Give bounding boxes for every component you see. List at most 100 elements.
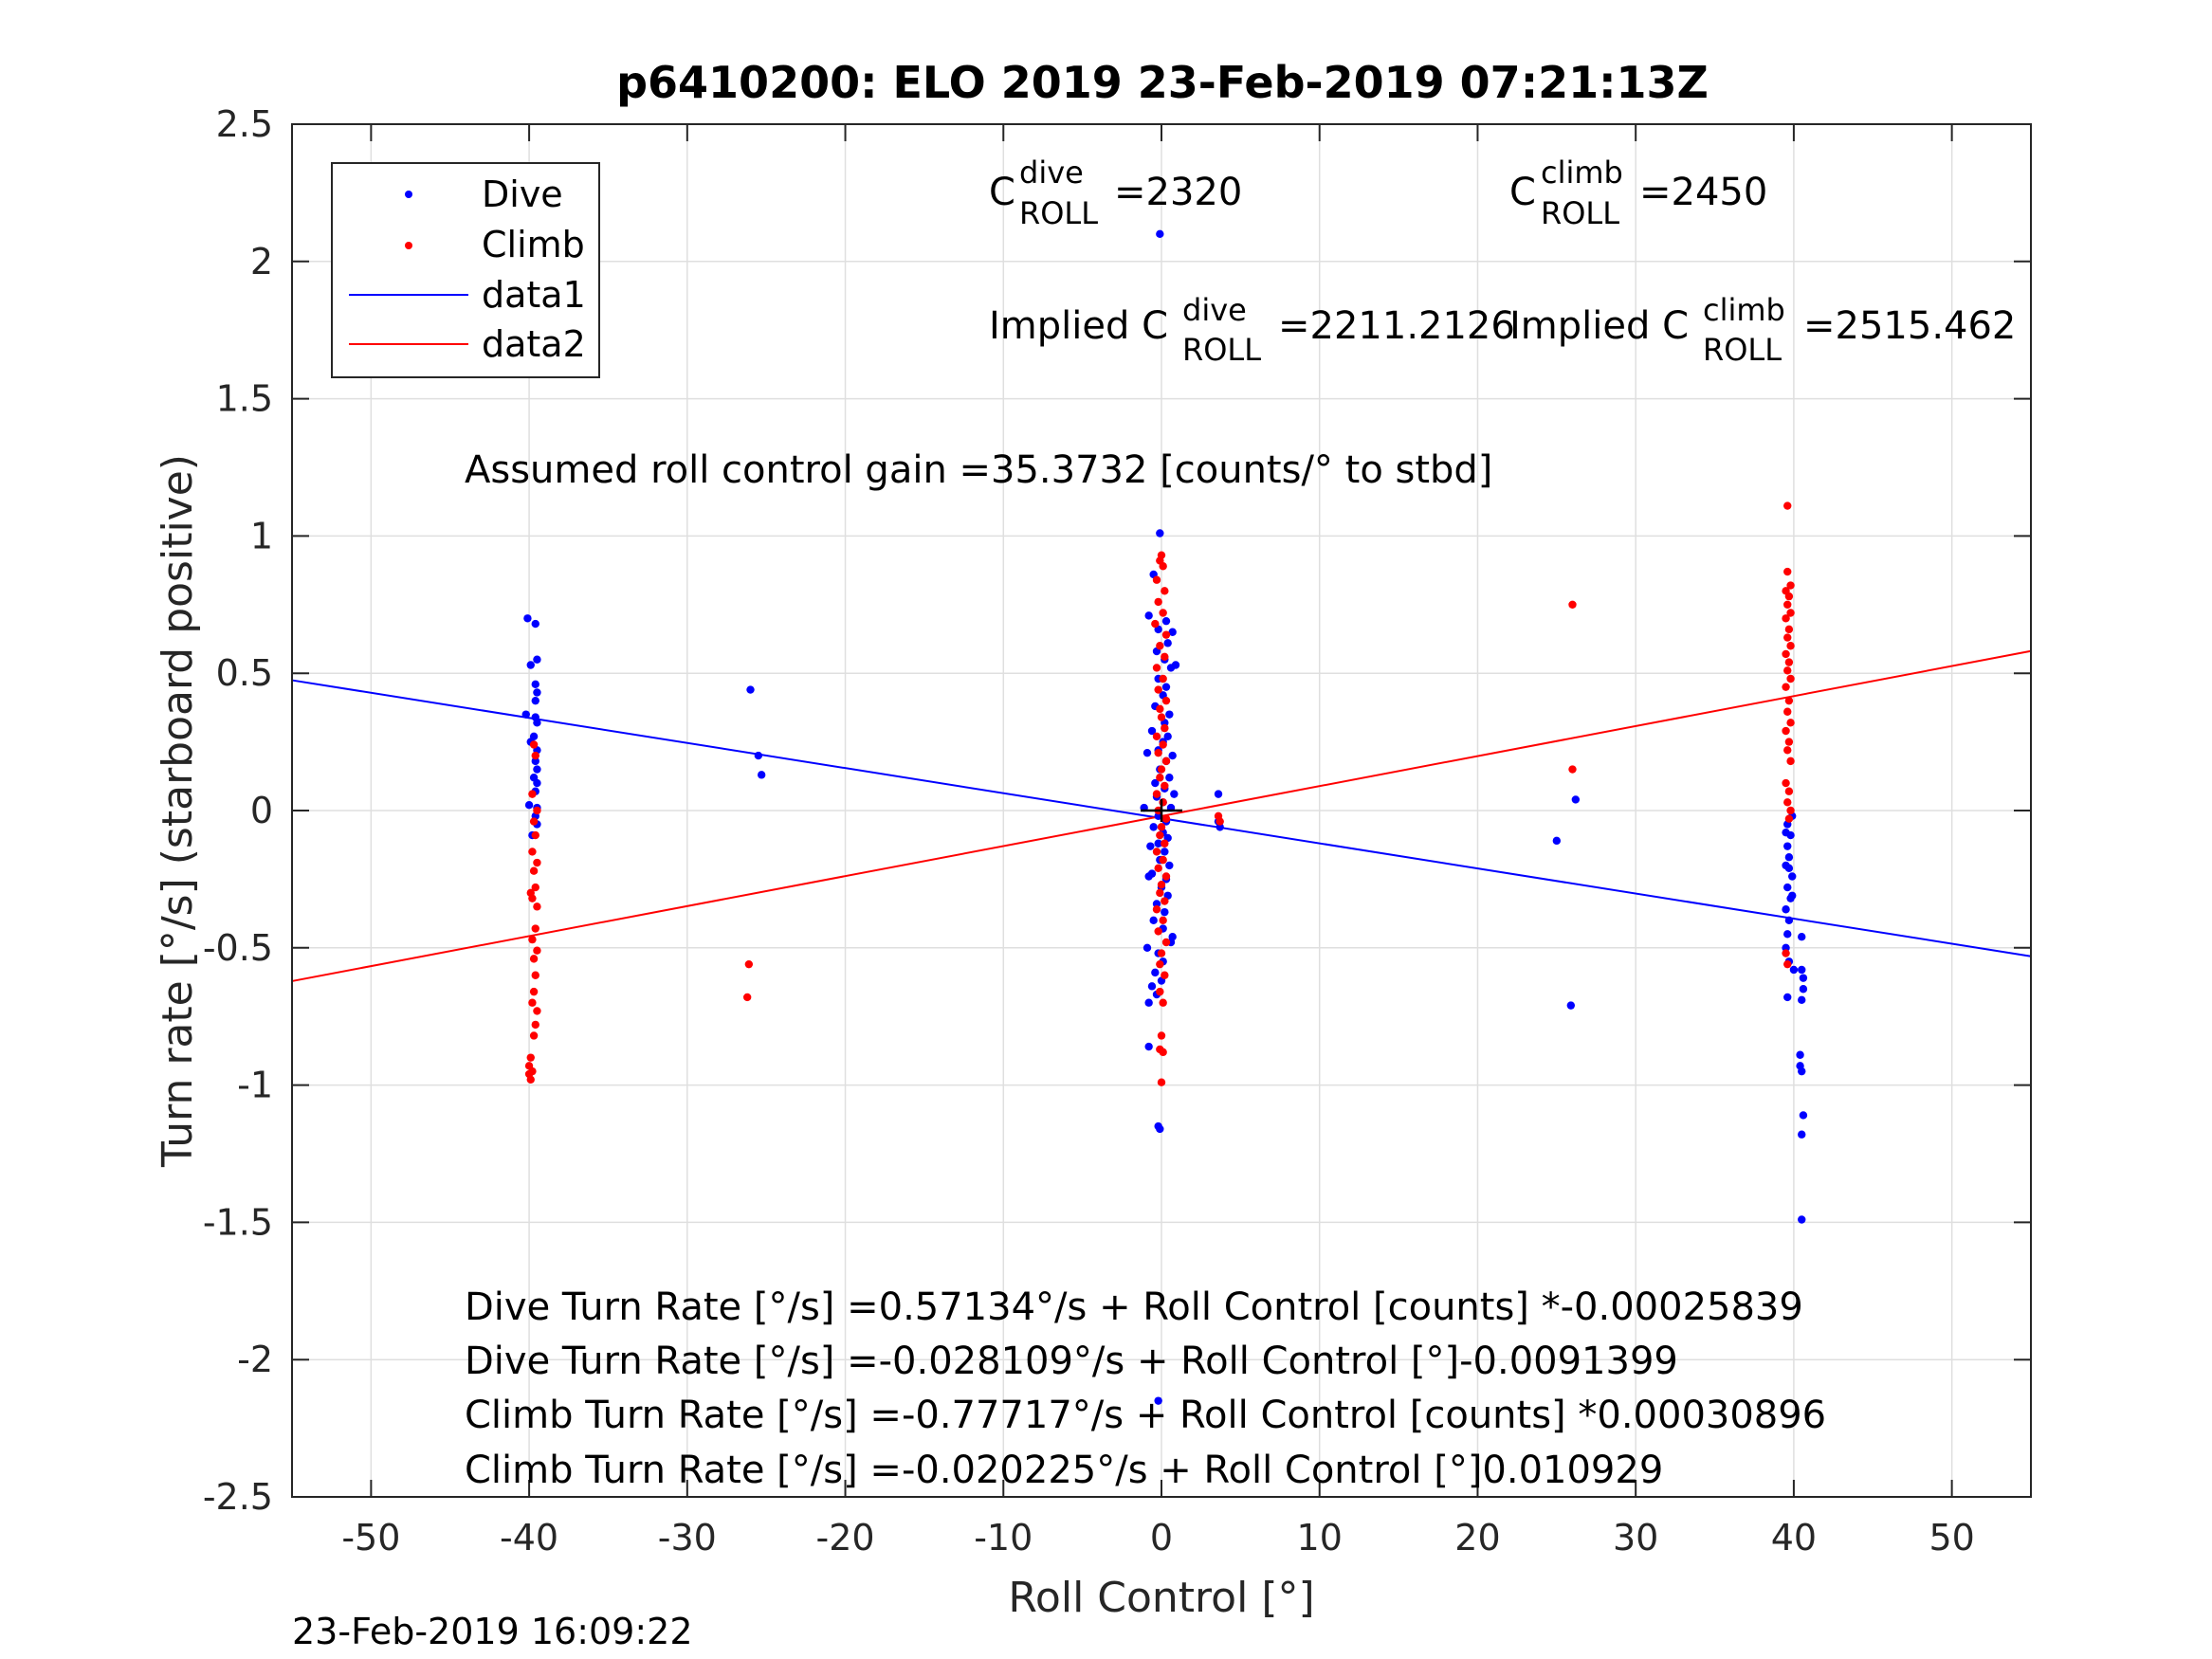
climb-point (1783, 666, 1792, 675)
dive-point (1165, 774, 1174, 782)
x-tick-label: -50 (341, 1517, 400, 1559)
climb-point (1152, 790, 1161, 798)
climb-point (1161, 839, 1169, 848)
implied-climb-sup: climb (1703, 292, 1785, 328)
dive-point (1147, 726, 1157, 736)
climb-point (529, 955, 539, 963)
climb-point (1782, 649, 1790, 659)
dive-point (533, 765, 541, 774)
c-roll-climb-annotation: C climb ROLL =2450 (1509, 155, 1767, 231)
climb-point (526, 888, 535, 898)
climb-point (1783, 798, 1792, 807)
center-marker (1141, 799, 1182, 822)
climb-point (533, 946, 541, 955)
implied-dive-annotation: Implied C dive ROLL =2211.2126 (989, 292, 1515, 368)
climb-point (528, 998, 537, 1007)
x-tick-label: 40 (1771, 1517, 1817, 1559)
y-tick-label: -1 (237, 1065, 273, 1106)
dive-point (533, 655, 541, 664)
c-climb-sup: climb (1541, 155, 1623, 191)
climb-point (1159, 798, 1167, 807)
dive-point (1156, 1124, 1164, 1134)
dive-point (1163, 639, 1172, 647)
climb-point (1784, 625, 1794, 634)
legend: Dive Climb data1 data2 (331, 162, 600, 378)
climb-point (1159, 740, 1167, 749)
climb-point (1784, 738, 1794, 746)
dive-point (1571, 795, 1581, 804)
dive-point (1161, 683, 1171, 691)
dive-point (1165, 710, 1174, 719)
climb-point (1157, 823, 1166, 831)
climb-point (528, 790, 537, 798)
climb-point (529, 987, 539, 996)
climb-point (1161, 814, 1171, 823)
dive-point (1798, 965, 1806, 975)
dive-point (1144, 872, 1153, 881)
legend-data2-label: data2 (482, 323, 586, 365)
climb-point (742, 993, 752, 1002)
climb-point (1784, 787, 1794, 795)
climb-point (1161, 652, 1169, 662)
y-tick-label: -1.5 (203, 1201, 273, 1243)
climb-point (531, 924, 539, 933)
dive-point (1143, 748, 1152, 757)
dive-point (531, 619, 539, 629)
x-tick-label: -20 (816, 1517, 875, 1559)
dive-point (1149, 916, 1158, 925)
climb-point (1216, 817, 1224, 826)
dive-point (1161, 907, 1169, 917)
climb-point (1786, 719, 1795, 727)
climb-point (1154, 748, 1162, 757)
climb-point (1161, 938, 1171, 947)
x-axis-label: Roll Control [°] (1008, 1574, 1314, 1622)
implied-climb-sub: ROLL (1703, 332, 1782, 368)
climb-point (1161, 897, 1169, 905)
dive-point (1784, 916, 1794, 925)
climb-point (1568, 600, 1577, 609)
dive-point (1147, 982, 1157, 991)
climb-point (1152, 575, 1161, 584)
x-tick-label: 30 (1613, 1517, 1658, 1559)
y-tick-label: -0.5 (203, 927, 273, 969)
c-climb-value: =2450 (1639, 171, 1767, 214)
dive-point (1171, 661, 1180, 669)
dive-point (1161, 848, 1169, 856)
legend-climb-label: Climb (482, 224, 585, 265)
equation-1: Dive Turn Rate [°/s] =0.57134°/s + Roll … (465, 1285, 1803, 1329)
dive-point (524, 801, 534, 810)
y-tick-label: -2.5 (203, 1476, 273, 1518)
climb-point (1157, 765, 1166, 774)
dive-point (1214, 790, 1223, 798)
dive-point (1143, 943, 1152, 952)
climb-point (531, 830, 539, 840)
dive-point (533, 778, 541, 788)
dive-point (1146, 842, 1155, 850)
y-tick-label: -2 (237, 1339, 273, 1380)
climb-point (1786, 674, 1795, 684)
climb-point (528, 935, 537, 944)
climb-point (1156, 888, 1164, 898)
dive-point (533, 719, 541, 727)
climb-point (1784, 696, 1794, 705)
climb-point (1159, 562, 1167, 571)
climb-point (533, 1007, 541, 1015)
climb-point (1786, 642, 1795, 650)
climb-point (1782, 949, 1790, 957)
dive-point (1798, 1066, 1806, 1076)
climb-point (1154, 927, 1162, 936)
climb-point (1156, 959, 1164, 969)
gain-annotation: Assumed roll control gain =35.3732 [coun… (465, 448, 1492, 492)
climb-point (1783, 633, 1792, 642)
c-climb-sub: ROLL (1541, 195, 1619, 231)
climb-point (528, 848, 537, 856)
climb-point (529, 817, 539, 826)
dive-point (1788, 891, 1797, 900)
dive-point (1156, 529, 1164, 538)
dive-point (1144, 611, 1153, 620)
dive-point (1168, 751, 1177, 760)
dive-point (533, 688, 541, 697)
x-tick-labels: -50 -40 -30 -20 -10 0 10 20 30 40 50 (341, 1517, 1974, 1559)
chart-title: p6410200: ELO 2019 23-Feb-2019 07:21:13Z (616, 57, 1709, 108)
x-tick-label: 20 (1454, 1517, 1500, 1559)
